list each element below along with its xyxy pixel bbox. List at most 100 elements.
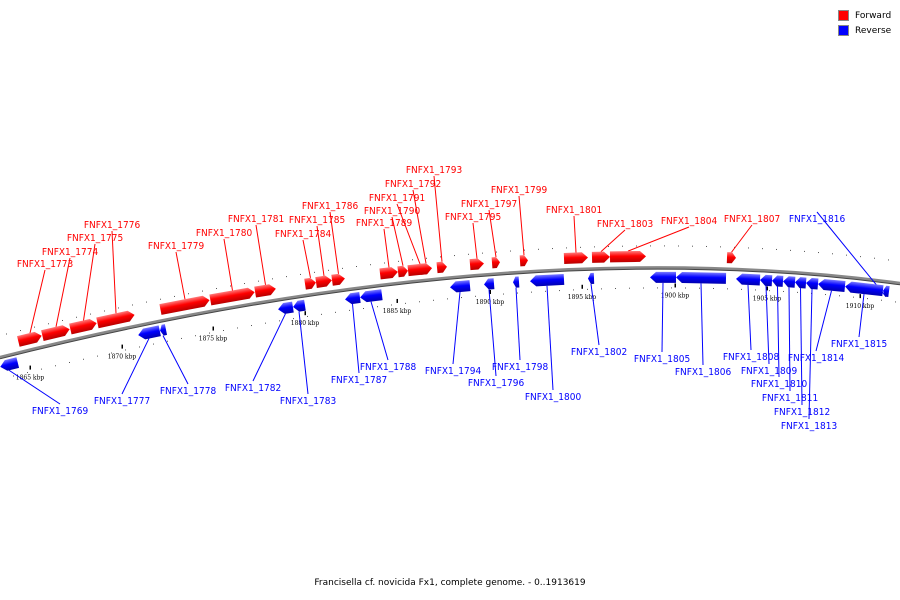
- gene-arrow[interactable]: [331, 273, 345, 286]
- gene-arrow[interactable]: [292, 299, 306, 313]
- gene-arrow[interactable]: [209, 287, 255, 306]
- gene-label[interactable]: FNFX1_1808: [723, 352, 780, 363]
- gene-label[interactable]: FNFX1_1786: [302, 201, 359, 212]
- gene-label[interactable]: FNFX1_1805: [634, 354, 690, 365]
- gene-arrow[interactable]: [676, 271, 727, 284]
- gene-arrow[interactable]: [277, 301, 294, 315]
- gene-label[interactable]: FNFX1_1782: [225, 383, 281, 394]
- gene-arrow[interactable]: [588, 272, 595, 284]
- gene-shape[interactable]: [450, 280, 471, 293]
- gene-label[interactable]: FNFX1_1788: [360, 362, 417, 373]
- gene-arrow[interactable]: [17, 330, 43, 347]
- gene-label[interactable]: FNFX1_1810: [751, 379, 808, 390]
- gene-label[interactable]: FNFX1_1774: [42, 247, 99, 258]
- gene-arrow[interactable]: [0, 357, 20, 372]
- gene-arrow[interactable]: [845, 281, 884, 297]
- gene-arrow[interactable]: [530, 273, 565, 287]
- gene-label[interactable]: FNFX1_1789: [356, 218, 413, 229]
- gene-label[interactable]: FNFX1_1792: [385, 179, 441, 190]
- gene-arrow[interactable]: [591, 251, 610, 263]
- gene-arrow[interactable]: [254, 283, 277, 298]
- gene-shape[interactable]: [676, 271, 727, 284]
- gene-label[interactable]: FNFX1_1802: [571, 347, 627, 358]
- gene-arrow[interactable]: [159, 324, 168, 336]
- gene-label[interactable]: FNFX1_1807: [724, 214, 780, 225]
- gene-arrow[interactable]: [69, 318, 98, 335]
- gene-shape[interactable]: [292, 299, 306, 313]
- gene-label[interactable]: FNFX1_1769: [32, 406, 89, 417]
- gene-shape[interactable]: [359, 289, 383, 303]
- gene-label[interactable]: FNFX1_1784: [275, 229, 332, 240]
- gene-arrow[interactable]: [484, 278, 495, 290]
- gene-shape[interactable]: [591, 251, 610, 263]
- gene-label[interactable]: FNFX1_1811: [762, 393, 818, 404]
- gene-shape[interactable]: [419, 263, 432, 275]
- gene-arrow[interactable]: [818, 279, 846, 292]
- gene-shape[interactable]: [650, 271, 677, 283]
- gene-label[interactable]: FNFX1_1778: [160, 386, 217, 397]
- gene-shape[interactable]: [69, 318, 98, 335]
- gene-label[interactable]: FNFX1_1813: [781, 421, 837, 432]
- gene-shape[interactable]: [379, 266, 398, 280]
- gene-shape[interactable]: [806, 278, 819, 290]
- gene-shape[interactable]: [17, 330, 43, 347]
- gene-label[interactable]: FNFX1_1790: [364, 206, 421, 217]
- gene-arrow[interactable]: [359, 289, 383, 303]
- gene-shape[interactable]: [736, 273, 761, 286]
- gene-arrow[interactable]: [137, 325, 161, 340]
- gene-arrow[interactable]: [397, 265, 408, 278]
- gene-label[interactable]: FNFX1_1803: [597, 219, 653, 230]
- gene-shape[interactable]: [519, 255, 529, 267]
- gene-label[interactable]: FNFX1_1795: [445, 212, 501, 223]
- gene-label[interactable]: FNFX1_1798: [492, 362, 549, 373]
- gene-arrow[interactable]: [159, 295, 210, 315]
- gene-shape[interactable]: [436, 261, 447, 274]
- gene-arrow[interactable]: [513, 276, 520, 288]
- gene-arrow[interactable]: [736, 273, 761, 286]
- gene-label[interactable]: FNFX1_1800: [525, 392, 582, 403]
- gene-shape[interactable]: [484, 278, 495, 290]
- gene-label[interactable]: FNFX1_1815: [831, 339, 887, 350]
- gene-shape[interactable]: [315, 275, 332, 288]
- gene-shape[interactable]: [882, 285, 890, 298]
- gene-label[interactable]: FNFX1_1801: [546, 205, 602, 216]
- gene-shape[interactable]: [254, 283, 277, 298]
- gene-arrow[interactable]: [609, 250, 646, 263]
- gene-label[interactable]: FNFX1_1816: [789, 214, 846, 225]
- gene-shape[interactable]: [609, 250, 646, 263]
- gene-arrow[interactable]: [419, 263, 432, 275]
- gene-label[interactable]: FNFX1_1781: [228, 214, 284, 225]
- gene-arrow[interactable]: [315, 275, 332, 288]
- gene-shape[interactable]: [96, 310, 135, 329]
- gene-label[interactable]: FNFX1_1794: [425, 366, 482, 377]
- gene-label[interactable]: FNFX1_1775: [67, 233, 123, 244]
- gene-shape[interactable]: [795, 277, 807, 289]
- gene-label[interactable]: FNFX1_1806: [675, 367, 732, 378]
- gene-shape[interactable]: [137, 325, 161, 340]
- gene-arrow[interactable]: [519, 255, 529, 267]
- gene-arrow[interactable]: [491, 257, 501, 269]
- gene-arrow[interactable]: [760, 274, 773, 287]
- gene-arrow[interactable]: [469, 258, 485, 271]
- gene-shape[interactable]: [491, 257, 501, 269]
- gene-shape[interactable]: [331, 273, 345, 286]
- gene-label[interactable]: FNFX1_1777: [94, 396, 150, 407]
- gene-label[interactable]: FNFX1_1787: [331, 375, 387, 386]
- gene-arrow[interactable]: [806, 278, 819, 290]
- gene-shape[interactable]: [772, 275, 784, 287]
- gene-shape[interactable]: [0, 357, 20, 372]
- gene-arrow[interactable]: [882, 285, 890, 298]
- gene-shape[interactable]: [530, 273, 565, 287]
- gene-arrow[interactable]: [379, 266, 398, 280]
- gene-arrow[interactable]: [304, 277, 316, 290]
- gene-shape[interactable]: [563, 252, 588, 264]
- gene-label[interactable]: FNFX1_1793: [406, 165, 462, 176]
- gene-label[interactable]: FNFX1_1796: [468, 378, 525, 389]
- gene-shape[interactable]: [209, 287, 255, 306]
- gene-label[interactable]: FNFX1_1812: [774, 407, 830, 418]
- gene-label[interactable]: FNFX1_1809: [741, 366, 798, 377]
- gene-arrow[interactable]: [41, 324, 71, 341]
- gene-arrow[interactable]: [450, 280, 471, 293]
- gene-arrow[interactable]: [344, 292, 361, 305]
- gene-shape[interactable]: [41, 324, 71, 341]
